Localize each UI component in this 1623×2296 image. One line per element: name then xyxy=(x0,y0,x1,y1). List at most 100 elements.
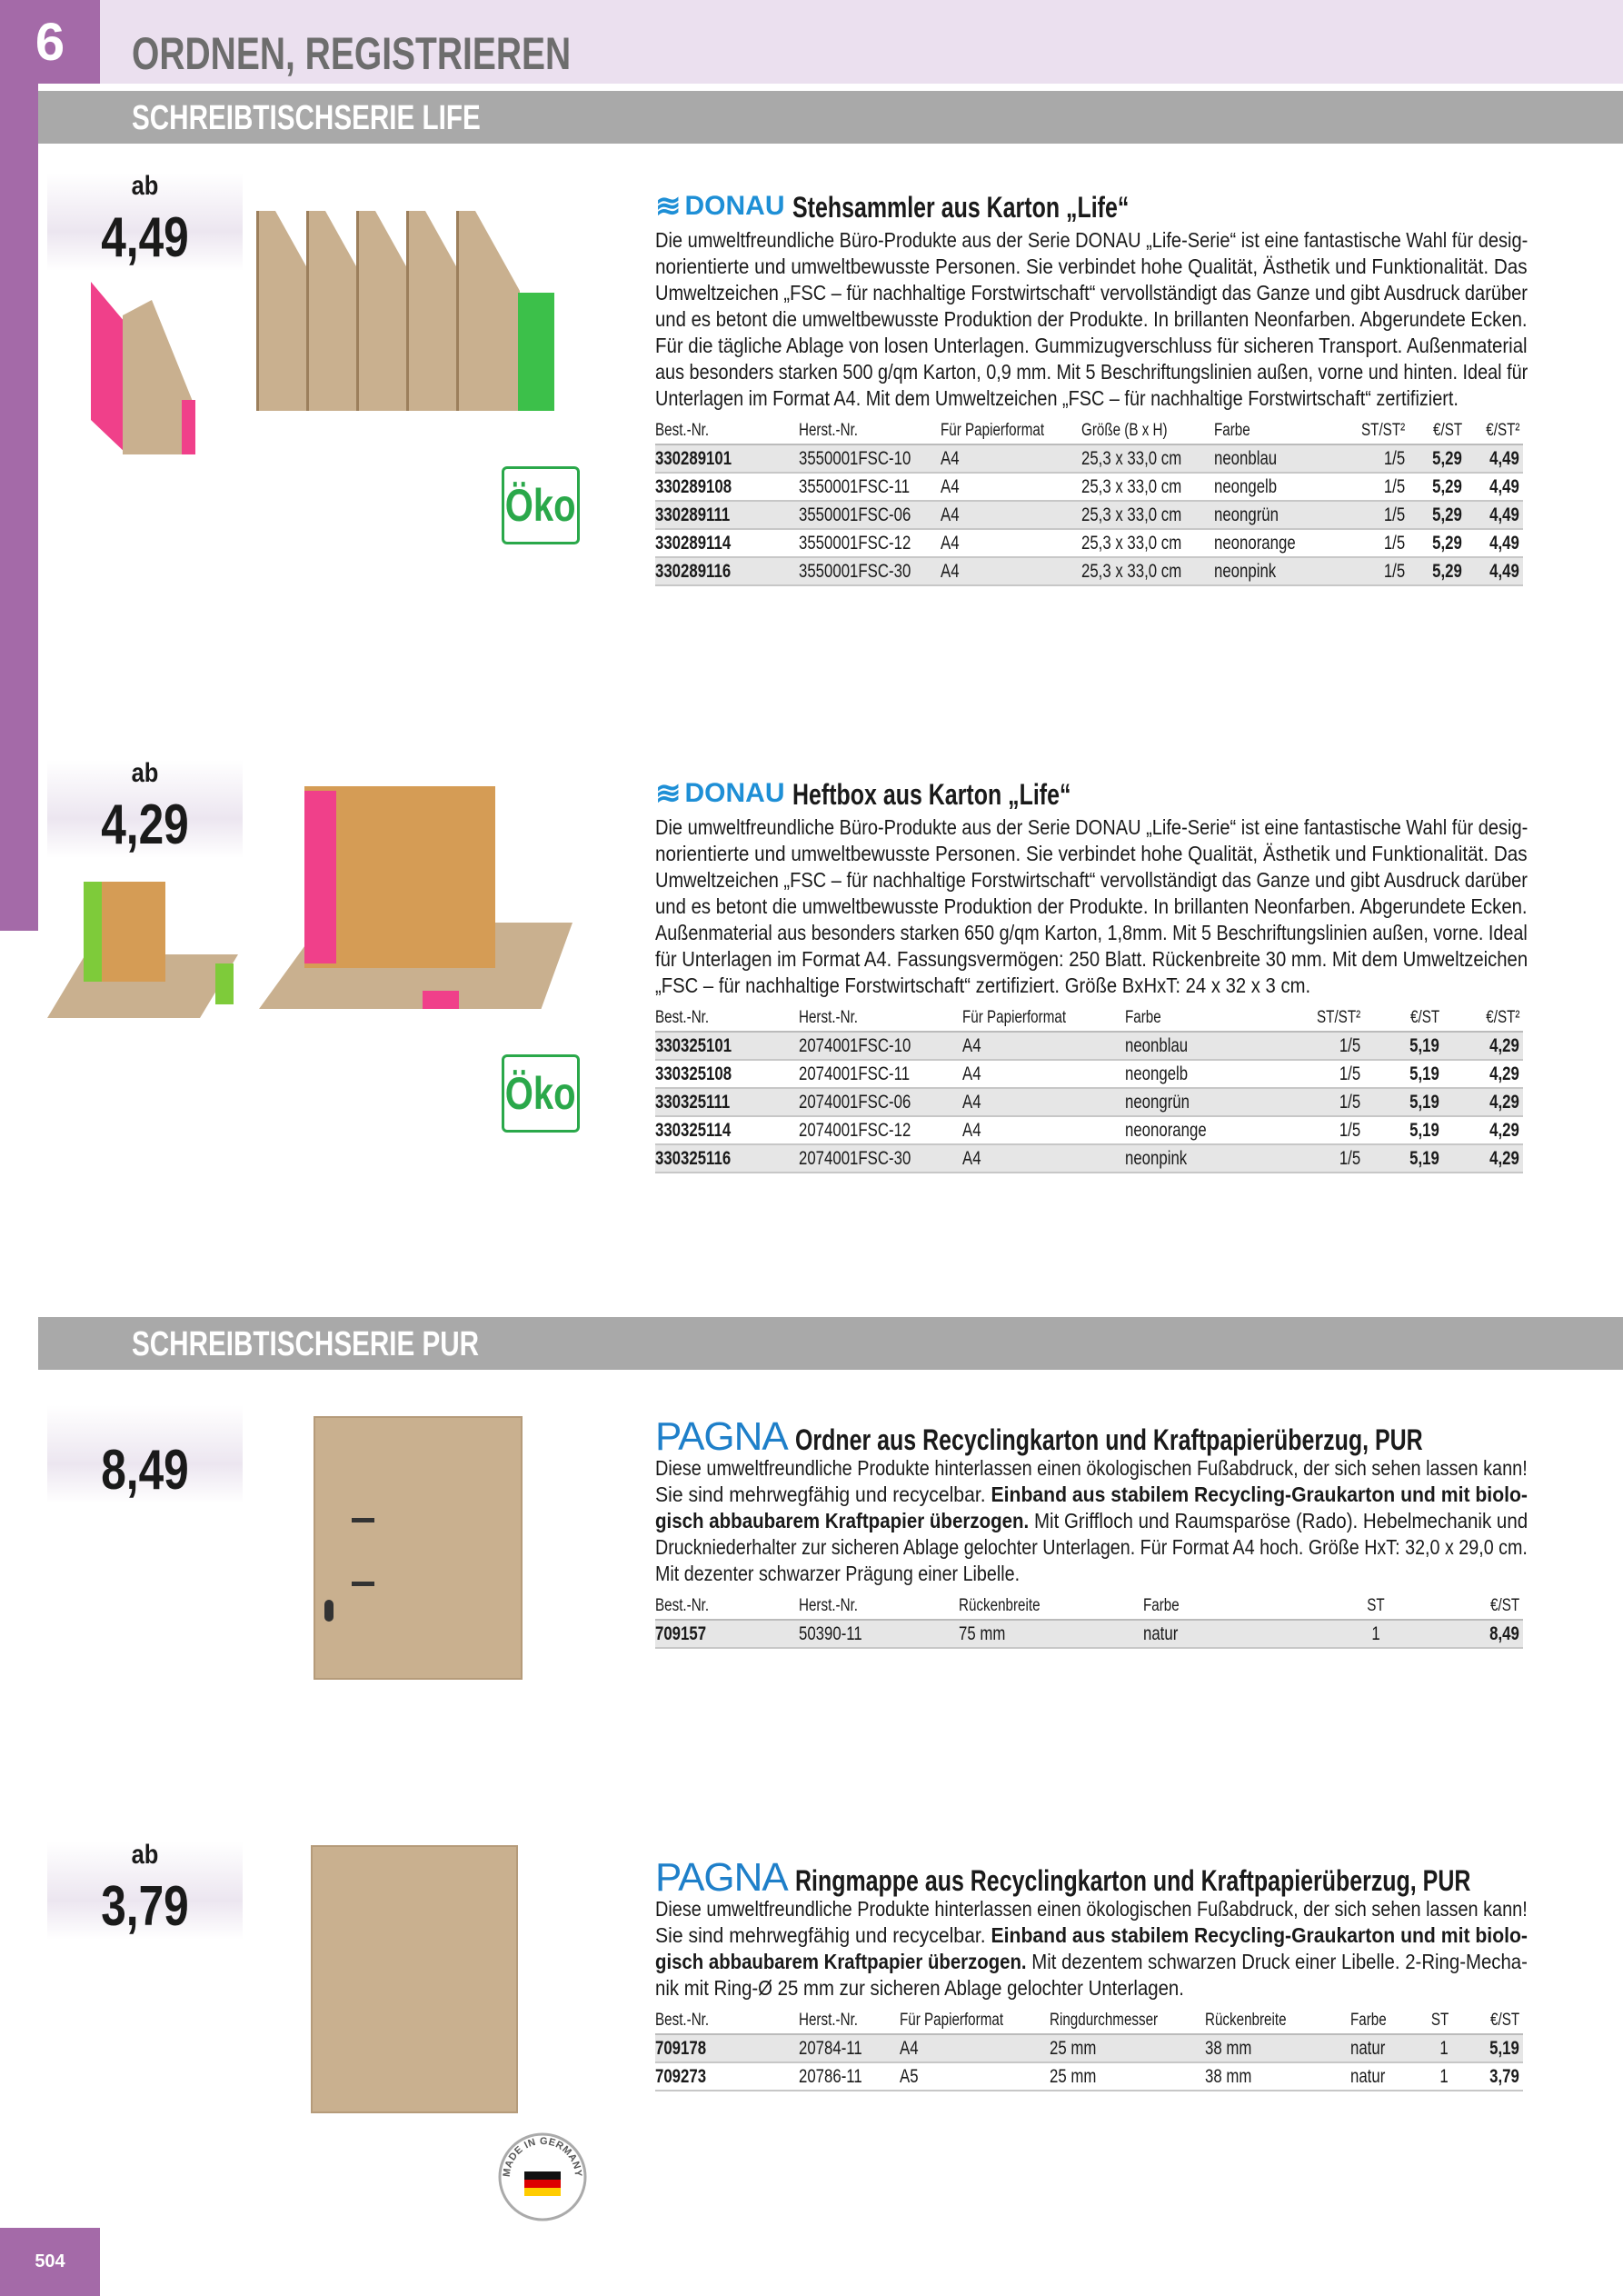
table-cell: A4 xyxy=(962,1120,981,1141)
magazine-file xyxy=(456,211,556,411)
table-cell: Für Papierformat xyxy=(941,421,1045,440)
table-cell: 5,29 xyxy=(1432,561,1462,582)
table-cell: 5,19 xyxy=(1409,1035,1439,1056)
description-text: für Unterlagen im Format A4. Fassungsver… xyxy=(655,947,1528,971)
table-cell: 2074001FSC-06 xyxy=(799,1092,911,1113)
price-box: ab 4,29 xyxy=(47,758,243,858)
table-cell: 38 mm xyxy=(1205,2066,1252,2087)
table-cell: 1/5 xyxy=(1339,1092,1360,1113)
table-cell: neongelb xyxy=(1214,476,1278,497)
product-image-magazine-file xyxy=(91,282,200,454)
section-title: SCHREIBTISCHSERIE LIFE xyxy=(132,99,481,137)
chapter-side-bar xyxy=(0,0,38,931)
description-text: gisch abbaubarem Kraftpapier überzogen. xyxy=(655,1509,1030,1532)
table-cell: 20786-11 xyxy=(799,2066,862,2087)
table-cell: 709273 xyxy=(655,2066,707,2087)
description-text: Einband aus stabilem Recycling-Graukarto… xyxy=(991,1482,1528,1506)
table-row: 330325101 2074001FSC-10 A4 neonblau 1/5 5,19 4… xyxy=(655,1033,1523,1061)
table-cell: A4 xyxy=(900,2038,919,2059)
table-cell: 1 xyxy=(1439,2066,1449,2087)
table-cell: 8,49 xyxy=(1489,1623,1519,1644)
description-text: Sie sind mehrwegfähig und recycelbar. xyxy=(655,1482,991,1506)
product-table: Best.-Nr. Herst.-Nr. Für Papierformat Ringd… xyxy=(655,2008,1523,2091)
product-description: Die umweltfreundliche Büro-Produkte aus … xyxy=(655,227,1529,412)
table-cell: 4,29 xyxy=(1489,1035,1519,1056)
description-text: Mit dezentem schwarzen Druck einer Libel… xyxy=(1026,1950,1528,1973)
description-text: Die umweltfreundliche Büro-Produkte aus … xyxy=(655,815,1528,839)
donau-logo: ≋ DONAU xyxy=(655,776,785,811)
table-cell: Farbe xyxy=(1350,2011,1387,2030)
table-cell: Farbe xyxy=(1143,1596,1180,1615)
table-cell: 5,29 xyxy=(1432,533,1462,554)
donau-logo: ≋ DONAU xyxy=(655,189,785,224)
product-table: Best.-Nr. Herst.-Nr. Rückenbreite Farbe ST €/… xyxy=(655,1593,1523,1649)
table-cell: 2074001FSC-11 xyxy=(799,1063,911,1084)
table-cell: A4 xyxy=(941,533,960,554)
product-image-file-box-small xyxy=(47,882,238,1032)
product-table: Best.-Nr. Herst.-Nr. Für Papierformat Farbe… xyxy=(655,1005,1523,1173)
price-prefix: ab xyxy=(131,1840,159,1870)
table-row: 709273 20786-11 A5 25 mm 38 mm natur 1 3,79 xyxy=(655,2063,1523,2091)
table-cell: Rückenbreite xyxy=(959,1596,1041,1615)
table-cell: 75 mm xyxy=(959,1623,1006,1644)
table-cell: ST xyxy=(1367,1596,1385,1615)
table-cell: 4,29 xyxy=(1489,1092,1519,1113)
product-description: Diese umweltfreundliche Produkte hinterl… xyxy=(655,1896,1529,2002)
table-cell: 2074001FSC-12 xyxy=(799,1120,911,1141)
table-cell: A4 xyxy=(941,476,960,497)
product-title-row: PAGNA Ringmappe aus Recyclingkarton und K… xyxy=(655,1852,1623,1898)
table-cell: neonpink xyxy=(1125,1148,1188,1169)
germany-flag-icon xyxy=(524,2171,561,2196)
table-cell: 709157 xyxy=(655,1623,707,1644)
table-cell: 3550001FSC-06 xyxy=(799,504,911,525)
table-cell: ST/ST² xyxy=(1316,1008,1360,1027)
table-cell: 2074001FSC-30 xyxy=(799,1148,911,1169)
table-header: Best.-Nr. Herst.-Nr. Für Papierformat Ringd… xyxy=(655,2008,1523,2035)
table-cell: Best.-Nr. xyxy=(655,2011,710,2030)
description-line: Die umweltfreundliche Büro-Produkte aus … xyxy=(655,814,1528,841)
price: 4,49 xyxy=(101,206,189,269)
table-cell: €/ST² xyxy=(1485,1008,1519,1027)
table-cell: 330289116 xyxy=(655,561,732,582)
table-row: 330289111 3550001FSC-06 A4 25,3 x 33,0 cm ne… xyxy=(655,502,1523,530)
price-prefix: ab xyxy=(131,758,159,788)
section-header-pur: SCHREIBTISCHSERIE PUR xyxy=(38,1317,1623,1370)
table-cell: Best.-Nr. xyxy=(655,1596,710,1615)
table-cell: 25,3 x 33,0 cm xyxy=(1081,561,1182,582)
description-line: Umweltzeichen „FSC – für nachhaltige For… xyxy=(655,280,1528,306)
table-cell: 330325108 xyxy=(655,1063,732,1084)
table-cell: 330289108 xyxy=(655,476,732,497)
table-cell: A4 xyxy=(941,448,960,469)
table-cell: 4,29 xyxy=(1489,1120,1519,1141)
table-cell: A4 xyxy=(962,1092,981,1113)
product-title: Ordner aus Recyclingkarton und Kraftpapi… xyxy=(794,1423,1423,1456)
table-cell: €/ST² xyxy=(1485,421,1519,440)
table-cell: A4 xyxy=(941,504,960,525)
table-cell: 1 xyxy=(1371,1623,1380,1644)
price-box: ab 4,49 xyxy=(47,171,243,271)
table-cell: Rückenbreite xyxy=(1205,2011,1287,2030)
table-cell: ST xyxy=(1430,2011,1449,2030)
eco-badge: Öko xyxy=(502,1054,580,1133)
table-cell: €/ST xyxy=(1489,1596,1519,1615)
table-cell: €/ST xyxy=(1432,421,1462,440)
table-cell: Ringdurchmesser xyxy=(1050,2011,1159,2030)
table-cell: 5,19 xyxy=(1409,1148,1439,1169)
table-row: 330289114 3550001FSC-12 A4 25,3 x 33,0 cm ne… xyxy=(655,530,1523,558)
table-cell: A5 xyxy=(900,2066,919,2087)
table-row: 330325116 2074001FSC-30 A4 neonpink 1/5 5,19 4… xyxy=(655,1145,1523,1173)
table-cell: 5,29 xyxy=(1432,476,1462,497)
table-cell: 25 mm xyxy=(1050,2066,1097,2087)
table-cell: 330325116 xyxy=(655,1148,732,1169)
description-line: Für die tägliche Ablage von losen Unterl… xyxy=(655,333,1528,359)
description-text: nik mit Ring-Ø 25 mm zur sicheren Ablage… xyxy=(655,1976,1184,2000)
table-cell: 5,19 xyxy=(1409,1092,1439,1113)
table-cell: natur xyxy=(1350,2066,1386,2087)
description-text: Die umweltfreundliche Büro-Produkte aus … xyxy=(655,228,1528,252)
table-cell: Farbe xyxy=(1214,421,1250,440)
description-line: für Unterlagen im Format A4. Fassungsver… xyxy=(655,946,1528,973)
table-cell: natur xyxy=(1350,2038,1386,2059)
table-header: Best.-Nr. Herst.-Nr. Für Papierformat Farbe… xyxy=(655,1005,1523,1033)
table-cell: 4,29 xyxy=(1489,1148,1519,1169)
table-cell: 25,3 x 33,0 cm xyxy=(1081,504,1182,525)
